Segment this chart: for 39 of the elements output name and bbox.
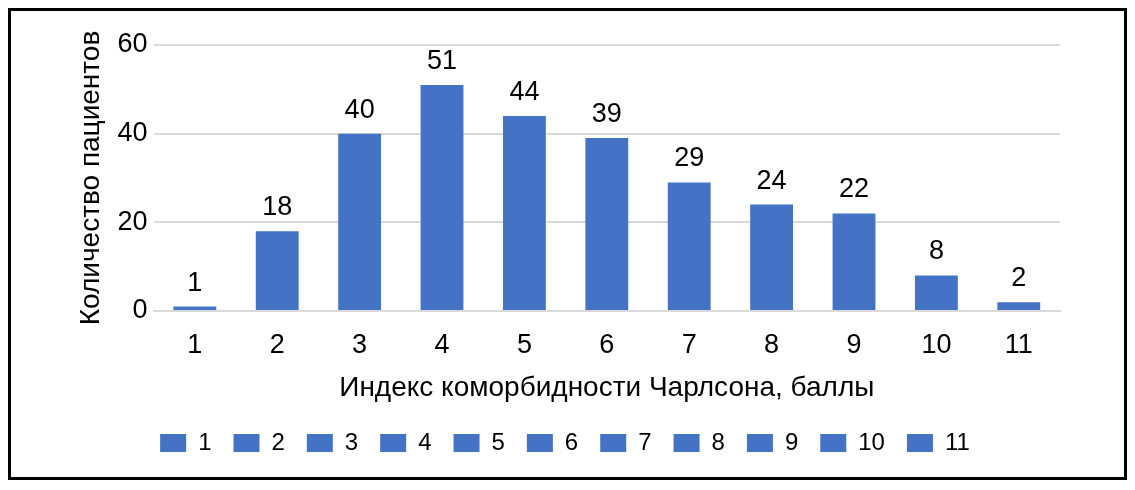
data-label: 22 <box>838 173 870 204</box>
x-tick-label: 9 <box>846 328 862 359</box>
x-tick-label: 7 <box>681 328 697 359</box>
legend-label: 8 <box>711 427 725 455</box>
data-label: 44 <box>509 75 540 106</box>
data-label: 29 <box>674 142 705 173</box>
legend-label: 3 <box>344 427 359 455</box>
data-label: 1 <box>187 266 203 297</box>
x-tick-label: 5 <box>516 328 532 359</box>
x-tick-label: 4 <box>434 328 450 359</box>
data-label: 39 <box>591 98 622 129</box>
legend-label: 11 <box>944 427 970 455</box>
legend-label: 4 <box>418 427 432 455</box>
legend-label: 5 <box>491 427 505 455</box>
data-label: 24 <box>756 164 787 195</box>
data-label: 40 <box>344 93 375 124</box>
x-tick-label: 2 <box>269 328 285 359</box>
data-label: 8 <box>928 235 944 266</box>
x-axis-title: Индекс коморбидности Чарлсона, баллы <box>339 370 875 402</box>
y-axis-title: Количество пациентов <box>73 30 105 326</box>
x-tick-label: 1 <box>187 328 203 359</box>
y-tick-label: 20 <box>117 205 148 236</box>
legend-label: 6 <box>564 427 579 455</box>
legend-label: 10 <box>858 427 885 455</box>
x-tick-label: 10 <box>921 328 952 359</box>
x-tick-label: 11 <box>1004 328 1033 359</box>
legend-label: 1 <box>198 427 212 455</box>
y-tick-label: 0 <box>132 294 148 325</box>
x-tick-label: 8 <box>764 328 780 359</box>
data-label: 51 <box>427 44 458 75</box>
legend-label: 2 <box>271 427 285 455</box>
legend-label: 9 <box>784 427 799 455</box>
x-tick-label: 6 <box>599 328 615 359</box>
data-label: 2 <box>1011 262 1027 293</box>
data-label: 18 <box>262 191 293 222</box>
y-tick-label: 40 <box>117 117 148 148</box>
x-tick-label: 3 <box>352 328 368 359</box>
y-tick-label: 60 <box>117 28 148 59</box>
legend-label: 7 <box>638 427 652 455</box>
